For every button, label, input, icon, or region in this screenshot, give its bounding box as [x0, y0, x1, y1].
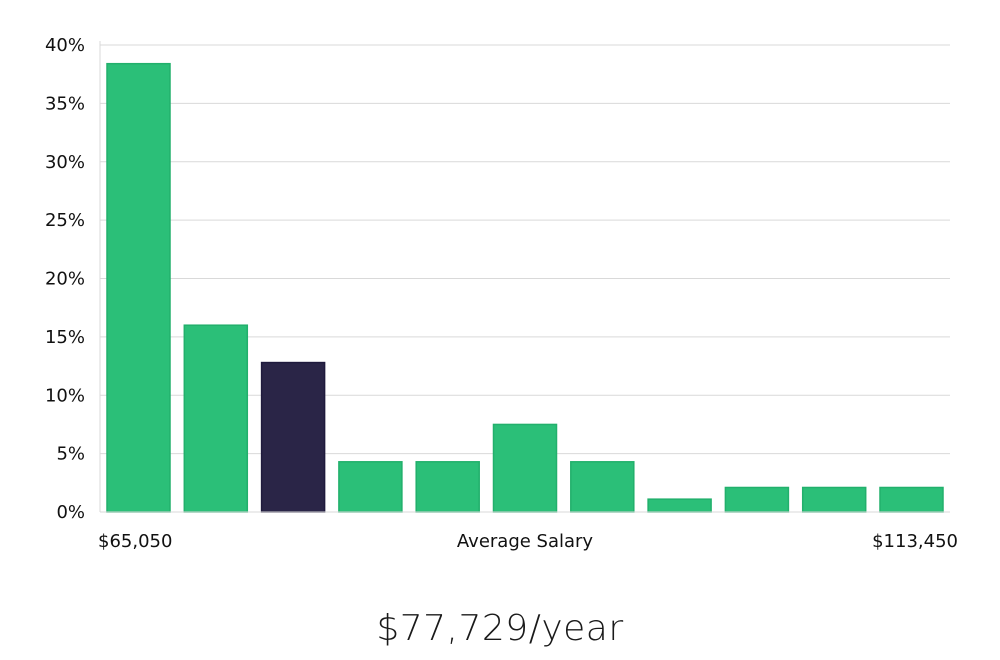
- bar: [106, 62, 171, 513]
- y-tick-label: 25%: [45, 210, 85, 231]
- bar: [647, 498, 712, 513]
- bar: [338, 461, 403, 513]
- x-min-label: $65,050: [98, 531, 172, 552]
- average-salary-value: $77,729/year: [376, 608, 624, 649]
- y-axis-ticks: 0% 5% 10% 15% 20% 25% 30% 35% 40%: [45, 35, 85, 523]
- bar: [801, 486, 867, 513]
- y-tick-label: 30%: [45, 152, 85, 173]
- y-tick-label: 35%: [45, 93, 85, 114]
- y-tick-label: 20%: [45, 269, 85, 290]
- y-tick-label: 10%: [45, 385, 85, 406]
- bar: [879, 486, 944, 513]
- bar-highlighted: [260, 361, 326, 513]
- bar: [570, 461, 635, 513]
- y-tick-label: 40%: [45, 35, 85, 56]
- y-tick-label: 5%: [56, 444, 85, 465]
- bars: [106, 62, 944, 513]
- x-max-label: $113,450: [872, 531, 958, 552]
- bar: [724, 486, 790, 513]
- x-axis-label: Average Salary: [457, 531, 594, 552]
- y-tick-label: 15%: [45, 327, 85, 348]
- salary-histogram: 0% 5% 10% 15% 20% 25% 30% 35% 40% $65,050 Averag…: [45, 35, 958, 552]
- y-tick-label: 0%: [56, 502, 85, 523]
- bar: [183, 324, 249, 513]
- bar: [415, 461, 480, 513]
- bar: [492, 423, 558, 513]
